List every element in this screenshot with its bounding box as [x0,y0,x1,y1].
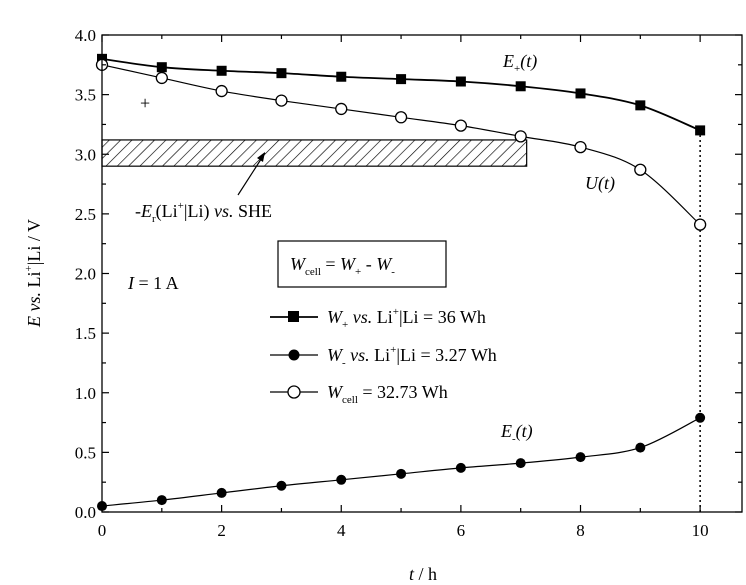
marker-eminus-6 [455,462,466,473]
marker-eminus-2 [216,487,227,498]
axis-ticks: 0 2 4 6 8 10 0.0 0.5 1.0 1.5 2.0 2.5 3.0 3.5 4.0 [75,26,742,540]
marker-eplus-7 [515,81,526,92]
marker-u-4 [335,102,348,116]
y-tick-label: 1.0 [75,384,96,403]
marker-eminus-7 [515,458,526,469]
legend-marker-square [288,311,299,322]
y-tick-label: 3.5 [75,86,96,105]
marker-eminus-8 [575,452,586,463]
marker-eplus-2 [216,65,227,76]
y-tick-label: 3.0 [75,145,96,164]
marker-u-8 [574,140,587,154]
label-e-minus: E-(t) [500,421,533,445]
hatched-band [101,139,528,167]
marker-u-9 [634,163,647,176]
legend: W+ vs. Li+|Li = 36 Wh W- vs. Li+|Li = 3.… [270,306,497,406]
x-tick-label: 2 [217,521,226,540]
marker-eminus-5 [396,468,407,479]
legend-marker-filled-circle [288,349,300,361]
y-tick-label: 0.5 [75,443,96,462]
legend-marker-open-circle [287,385,301,399]
label-e-plus: E+(t) [502,51,537,75]
marker-eplus-1 [156,62,167,73]
label-er-vs-she: -Er(Li+|Li) vs. SHE [135,200,272,225]
marker-u-3 [275,94,288,107]
marker-eplus-8 [575,88,586,99]
marker-u-1 [155,71,168,85]
marker-u-6 [454,119,468,132]
label-u: U(t) [585,173,615,194]
formula-box [277,240,447,288]
er-arrowhead [257,152,265,162]
marker-eminus-4 [336,474,347,485]
y-tick-label: 4.0 [75,26,96,45]
legend-entry-e-minus: W- vs. Li+|Li = 3.27 Wh [327,344,497,369]
y-tick-label: 2.5 [75,205,96,224]
series-markers [95,53,707,512]
label-current: I = 1 A [127,273,179,293]
x-tick-label: 10 [692,521,709,540]
formula-text: Wcell = W+ - W- [290,254,395,278]
legend-entry-u: Wcell = 32.73 Wh [327,382,448,406]
x-tick-label: 8 [576,521,585,540]
marker-eminus-3 [276,480,287,491]
y-tick-label: 1.5 [75,324,96,343]
marker-eplus-10 [695,125,706,136]
marker-eplus-4 [336,71,347,82]
marker-eminus-10 [695,412,706,423]
x-tick-label: 0 [98,521,107,540]
marker-u-10 [693,218,707,231]
x-tick-label: 4 [337,521,346,540]
marker-eplus-6 [455,76,466,87]
marker-eminus-1 [156,495,167,506]
x-axis-label: t / h [409,564,437,584]
y-tick-label: 2.0 [75,265,96,284]
legend-entry-e-plus: W+ vs. Li+|Li = 36 Wh [327,306,486,331]
marker-eplus-9 [635,100,646,111]
series-line-e-minus [101,417,701,507]
stray-plus-mark: + [140,93,150,113]
x-tick-label: 6 [457,521,466,540]
marker-eplus-5 [396,74,407,85]
marker-eplus-3 [276,68,287,79]
y-axis-label: E vs. Li+|Li / V [23,219,44,328]
y-tick-label: 0.0 [75,503,96,522]
marker-u-2 [215,84,228,98]
marker-u-7 [514,130,527,143]
marker-eminus-9 [635,442,646,453]
marker-u-5 [394,111,408,124]
